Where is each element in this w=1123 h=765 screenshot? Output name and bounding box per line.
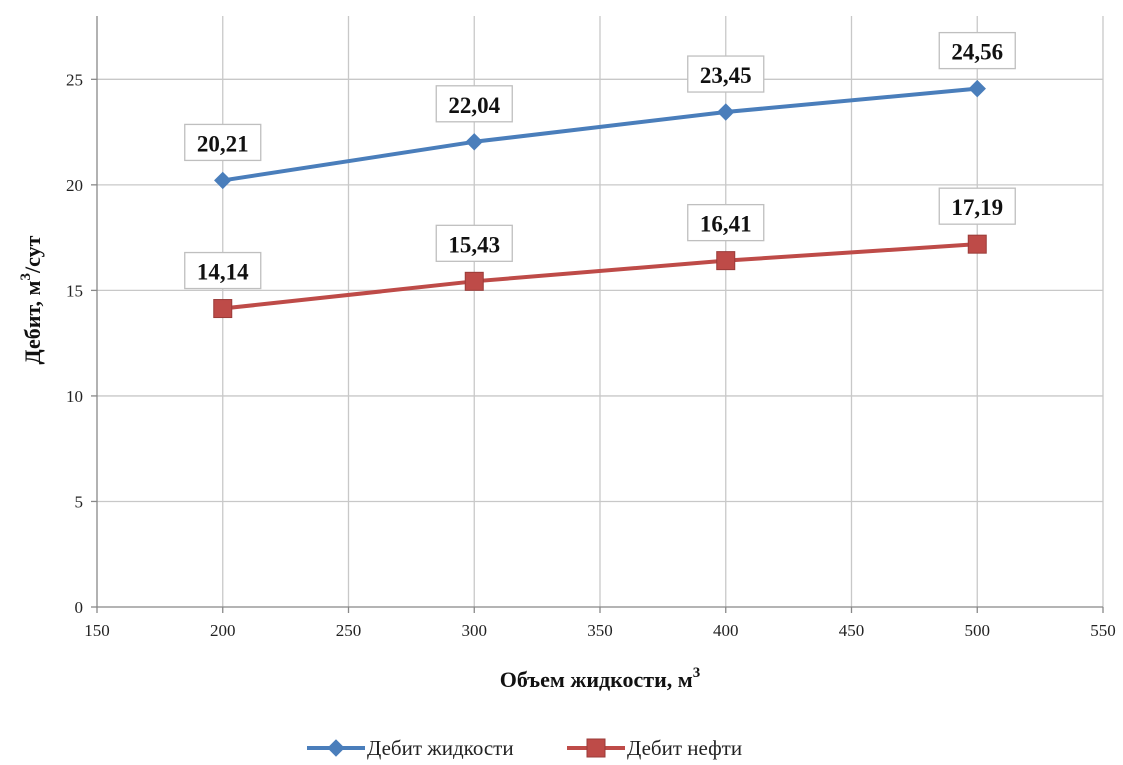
legend-label-1: Дебит нефти [627, 736, 742, 760]
data-label-box [435, 224, 513, 262]
x-tick-label: 150 [84, 621, 110, 640]
x-tick-label: 200 [210, 621, 236, 640]
data-label: 22,04 [448, 93, 500, 118]
legend-label-0: Дебит жидкости [367, 736, 514, 760]
data-label-box [435, 85, 513, 123]
y-tick-label: 15 [66, 281, 83, 300]
data-labels: 20,21 22,04 23,45 24,56 14,14 15,43 16,41 17,19 [184, 31, 1016, 290]
data-label-box [687, 55, 765, 93]
data-label: 24,56 [951, 40, 1003, 65]
x-tick-label: 450 [839, 621, 865, 640]
y-tick-label: 20 [66, 176, 83, 195]
data-point-marker [716, 251, 736, 271]
x-tick-label: 500 [965, 621, 991, 640]
series-layer [213, 79, 987, 319]
data-label-box [184, 251, 262, 290]
x-tick-label: 250 [336, 621, 362, 640]
axes: 0 5 10 15 20 25 150 200 250 300 350 400 450 500 550 [66, 16, 1116, 640]
y-tick-label: 10 [66, 387, 83, 406]
legend-marker-0 [327, 739, 345, 757]
data-point-marker [968, 79, 986, 98]
data-label: 17,19 [951, 195, 1003, 220]
y-tick-label: 0 [75, 598, 84, 617]
y-axis-title: Дебит, м3/сут [18, 235, 45, 364]
x-axis-title: Объем жидкости, м3 [500, 665, 701, 692]
data-label: 14,14 [197, 260, 249, 285]
data-label-box [938, 187, 1016, 225]
legend-marker-1 [586, 738, 606, 758]
y-tick-label: 25 [66, 70, 83, 89]
data-point-marker [967, 234, 987, 254]
data-point-marker [465, 133, 483, 151]
data-label: 23,45 [700, 63, 752, 88]
data-label: 16,41 [700, 212, 752, 237]
data-label-box [687, 203, 765, 242]
x-tick-label: 300 [462, 621, 488, 640]
data-point-marker [464, 271, 484, 291]
data-point-marker [717, 103, 735, 121]
data-label: 20,21 [197, 131, 249, 156]
x-tick-label: 350 [587, 621, 613, 640]
data-label: 15,43 [448, 232, 500, 257]
data-label-box [938, 31, 1016, 70]
data-label-box [184, 123, 262, 162]
y-tick-label: 5 [75, 492, 84, 511]
grid [97, 16, 1104, 607]
data-point-marker [213, 299, 233, 319]
data-point-marker [214, 171, 232, 190]
x-tick-label: 550 [1090, 621, 1116, 640]
series-line-1 [222, 242, 978, 311]
x-tick-label: 400 [713, 621, 739, 640]
series-line-0 [222, 86, 978, 183]
legend: Дебит жидкости Дебит нефти [307, 736, 742, 760]
